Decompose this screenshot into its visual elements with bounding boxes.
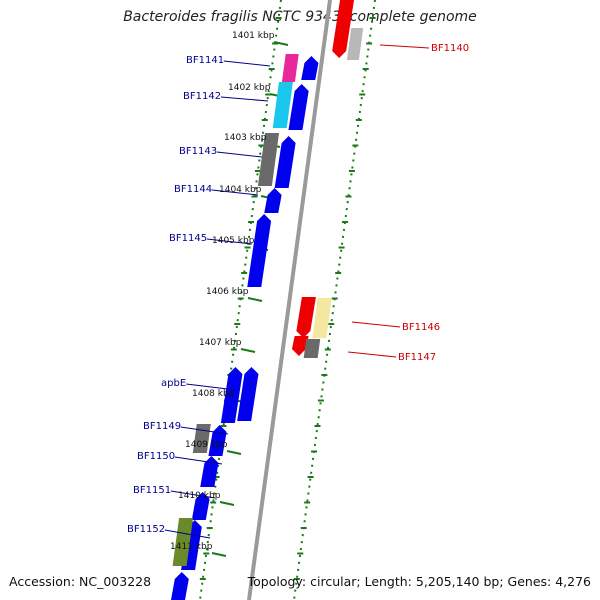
gene-labels: BF1141 BF1142 BF1143 BF1144 BF1145 apbE BF1149… (127, 43, 469, 535)
scale-label-tick (273, 41, 289, 46)
forward-gene-arrow (220, 367, 243, 423)
scale-label: 1411 kbp (170, 542, 213, 552)
forward-gene-arrow (264, 188, 282, 213)
label-leader-line (186, 383, 237, 391)
forward-gene-label: BF1151 (133, 485, 171, 496)
label-leader-line (216, 151, 263, 158)
forward-gene-label: BF1149 (143, 421, 181, 432)
label-leader-line (223, 60, 271, 67)
gene-block-yellow (312, 298, 332, 338)
right-boundary-dots (293, 0, 376, 600)
reverse-gene-arrow (291, 336, 309, 356)
scale-labels: 1401 kbp 1402 kbp 1403 kbp 1404 kbp 1405 kbp… (170, 31, 275, 552)
label-leader-line (211, 189, 259, 196)
scale-label: 1405 kbp (212, 236, 255, 246)
scale-label-tick (226, 450, 242, 455)
scale-label: 1401 kbp (232, 31, 275, 41)
label-leader-line (180, 426, 229, 435)
scale-label-tick (240, 348, 256, 353)
reverse-gene-label: BF1146 (402, 322, 440, 333)
scale-label: 1409 kbp (185, 440, 228, 450)
scale-label-tick (211, 552, 227, 557)
genome-summary-text: Topology: circular; Length: 5,205,140 bp… (247, 574, 591, 589)
forward-gene-arrow (171, 572, 189, 600)
forward-gene-label: BF1142 (183, 91, 221, 102)
gene-block-light-grey (346, 28, 364, 60)
label-leader-line (174, 456, 223, 465)
reverse-gene-arrow (332, 0, 354, 58)
label-leaders (164, 44, 430, 539)
label-leader-line (347, 351, 397, 358)
left-boundary-dots (199, 0, 282, 600)
forward-gene-label: BF1150 (137, 451, 175, 462)
scale-label: 1408 kbp (192, 389, 235, 399)
scale-label: 1407 kbp (199, 338, 242, 348)
forward-gene-arrow (200, 456, 219, 487)
label-leader-line (164, 529, 211, 539)
forward-gene-label: apbE (161, 378, 186, 389)
forward-gene-label: BF1144 (174, 184, 212, 195)
scale-label: 1406 kbp (206, 287, 249, 297)
forward-gene-arrow (237, 367, 259, 421)
forward-gene-arrow (247, 214, 272, 287)
forward-gene-label: BF1141 (186, 55, 224, 66)
forward-gene-arrow (274, 136, 296, 188)
genome-axis-line (247, 0, 332, 600)
scale-label: 1402 kbp (228, 83, 271, 93)
forward-gene-arrow (288, 84, 309, 130)
gene-block-olive (172, 518, 194, 566)
forward-gene-label: BF1145 (169, 233, 207, 244)
forward-gene-label: BF1143 (179, 146, 217, 157)
scale-label-tick (219, 501, 235, 506)
gene-block-grey (257, 133, 280, 186)
label-leader-line (206, 238, 253, 245)
reverse-gene-label: BF1140 (431, 43, 469, 54)
scale-label: 1403 kbp (224, 133, 267, 143)
label-leader-line (351, 321, 401, 328)
label-leader-line (170, 490, 216, 499)
scale-label: 1404 kbp (219, 185, 262, 195)
forward-gene-arrow (191, 492, 210, 520)
label-leader-line (379, 44, 430, 49)
scale-label-tick (247, 297, 263, 302)
genome-axis (247, 0, 332, 600)
scale-label: 1410 kbp (178, 491, 221, 501)
map-title: Bacteroides fragilis NCTC 9343, complete… (123, 9, 477, 25)
forward-gene-label: BF1152 (127, 524, 165, 535)
gene-block-magenta (281, 54, 299, 82)
label-leader-line (220, 96, 269, 102)
gene-block-grey (303, 339, 321, 358)
reverse-gene-arrow (296, 297, 316, 338)
gene-block-cyan (272, 82, 293, 128)
accession-text: Accession: NC_003228 (9, 574, 152, 589)
forward-gene-arrow (301, 56, 319, 80)
reverse-gene-label: BF1147 (398, 352, 436, 363)
